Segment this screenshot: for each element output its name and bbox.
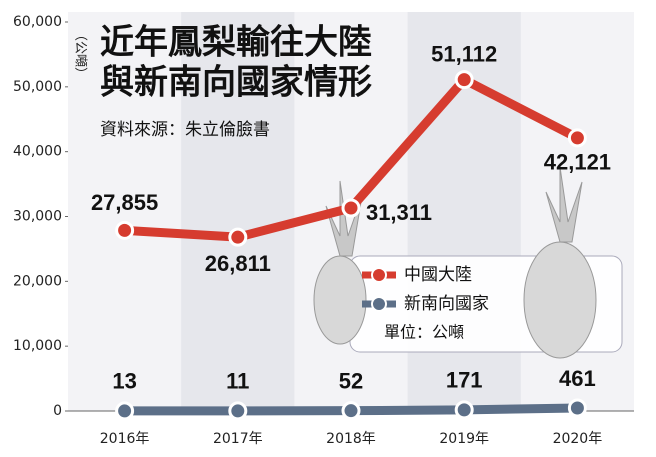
- value-label: 31,311: [366, 200, 432, 225]
- value-label: 27,855: [91, 190, 158, 215]
- value-label: 11: [226, 369, 249, 394]
- x-tick-label: 2020年: [553, 431, 603, 447]
- value-label: 461: [559, 366, 596, 391]
- y-tick-label: 30,000: [13, 209, 62, 225]
- data-point: [228, 401, 248, 421]
- data-point: [341, 401, 361, 421]
- column-band: [68, 12, 182, 411]
- y-tick-label: 20,000: [13, 273, 62, 289]
- data-point: [454, 70, 474, 90]
- data-point: [567, 128, 587, 148]
- value-label: 52: [339, 368, 363, 393]
- value-label: 51,112: [431, 41, 497, 66]
- legend-label: 新南向國家: [404, 294, 489, 314]
- y-tick-label: 50,000: [13, 79, 62, 95]
- x-tick-label: 2017年: [213, 431, 263, 447]
- data-point: [115, 401, 135, 421]
- legend-label: 中國大陸: [404, 265, 472, 285]
- value-label: 42,121: [544, 150, 611, 175]
- y-axis-label: （公噸）: [73, 28, 88, 80]
- source: 資料來源：朱立倫臉書: [100, 120, 270, 140]
- legend-marker: [371, 267, 387, 283]
- data-point: [341, 198, 361, 218]
- x-tick-label: 2019年: [439, 431, 489, 447]
- chart-title: 與新南向國家情形: [100, 63, 372, 103]
- data-point: [567, 398, 587, 418]
- x-tick-label: 2018年: [326, 431, 376, 447]
- pineapple-leaves: [545, 166, 583, 243]
- pineapple-decoration: [313, 255, 367, 345]
- pineapple-decoration: [523, 241, 597, 359]
- data-point: [115, 220, 135, 240]
- legend-unit: 單位：公噸: [384, 323, 464, 342]
- data-point: [228, 227, 248, 247]
- value-label: 13: [112, 369, 136, 394]
- y-tick-label: 60,000: [13, 14, 62, 30]
- value-label: 171: [446, 368, 483, 393]
- x-tick-label: 2016年: [100, 431, 150, 447]
- y-tick-label: 40,000: [13, 144, 62, 160]
- value-label: 26,811: [205, 251, 271, 276]
- chart-title: 近年鳳梨輸往大陸: [100, 23, 372, 63]
- legend-marker: [371, 296, 387, 312]
- y-tick-label: 0: [53, 403, 62, 419]
- data-point: [454, 400, 474, 420]
- y-tick-label: 10,000: [13, 338, 62, 354]
